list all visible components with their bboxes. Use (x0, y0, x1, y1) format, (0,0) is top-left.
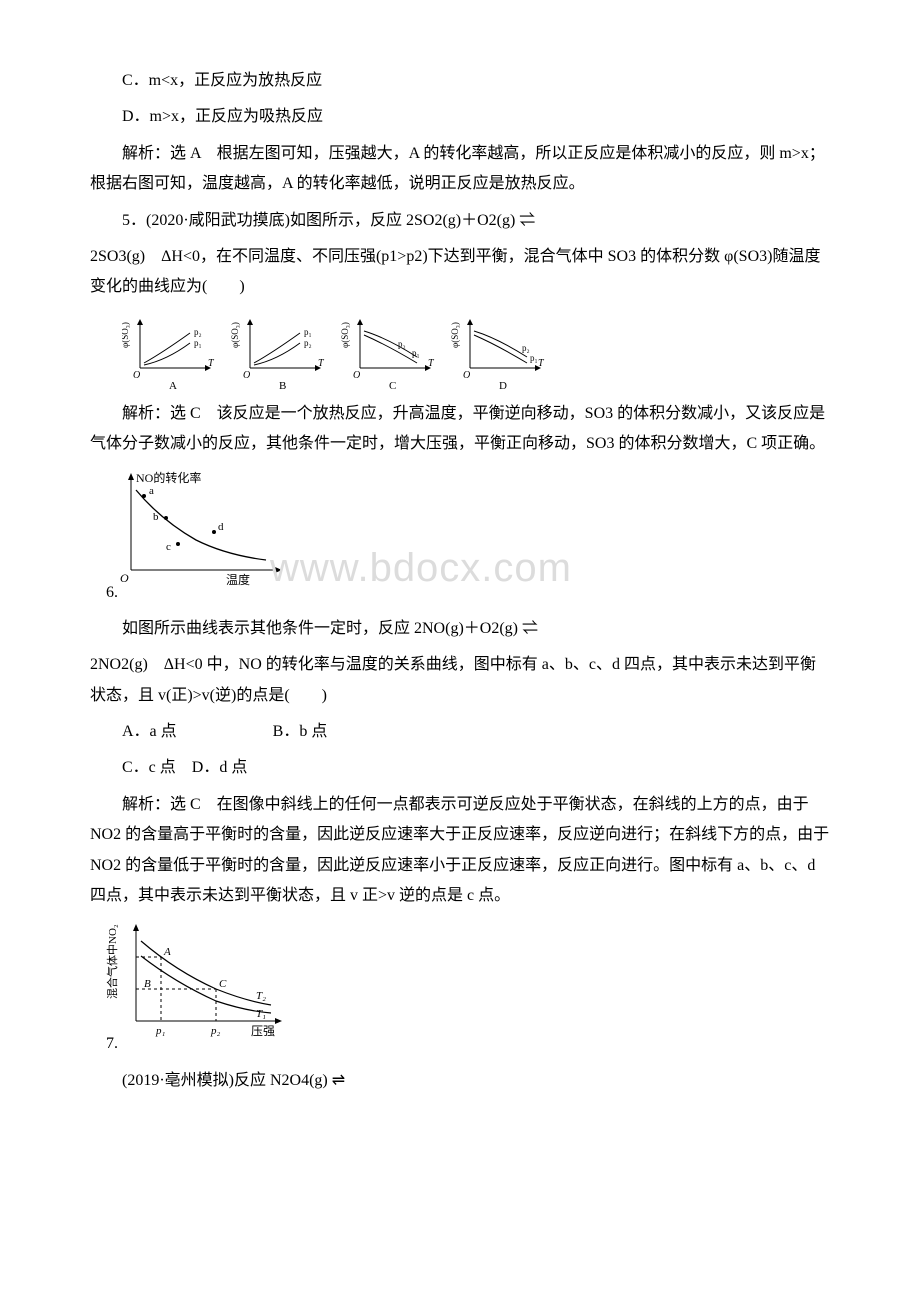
svg-text:B: B (144, 978, 151, 990)
svg-text:O: O (243, 370, 250, 381)
q6-opts-cd: C．c 点 D．d 点 (90, 753, 830, 783)
svg-text:T: T (428, 358, 435, 369)
q6-num: 6. (106, 584, 118, 601)
svg-text:c: c (166, 541, 171, 553)
svg-text:T₁: T₁ (256, 1008, 266, 1020)
svg-text:p₂: p₂ (522, 343, 530, 353)
explain-4: 解析：选 A 根据左图可知，压强越大，A 的转化率越高，所以正反应是体积减小的反… (90, 139, 830, 200)
option-d: D．m>x，正反应为吸热反应 (90, 102, 830, 132)
svg-text:T: T (538, 358, 545, 369)
svg-text:φ(SO₃): φ(SO₃) (340, 322, 350, 348)
svg-text:p₂: p₂ (398, 339, 406, 349)
fig7-xlabel: 压强 (251, 1024, 275, 1038)
svg-text:A: A (163, 946, 171, 958)
svg-text:p₁: p₁ (155, 1025, 166, 1037)
svg-text:C: C (219, 978, 227, 990)
svg-text:p₁: p₁ (530, 353, 538, 363)
svg-text:φ(SO₃): φ(SO₃) (230, 322, 240, 348)
svg-text:D: D (499, 380, 507, 392)
figure-7: 混合气体中NO₂ 压强 T₂ T₁ A B C p₁ p₂ (106, 921, 830, 1041)
fig6-ylabel: NO的转化率 (136, 470, 201, 485)
svg-text:O: O (133, 370, 140, 381)
svg-text:d: d (218, 521, 224, 533)
fig5-a-label: A (169, 380, 177, 392)
svg-text:φ(SO₃): φ(SO₃) (450, 322, 460, 348)
fig5-ylabel: φ(SO₃) (122, 322, 130, 348)
fig5-a-bot: p₁ (194, 338, 202, 348)
svg-text:p₁: p₁ (304, 327, 312, 337)
option-c: C．m<x，正反应为放热反应 (90, 66, 830, 96)
explain-6: 解析：选 C 在图像中斜线上的任何一点都表示可逆反应处于平衡状态，在斜线的上方的… (90, 790, 830, 912)
fig5-a-xlabel: T (208, 358, 215, 369)
q6-opts-ab: A．a 点 B．b 点 (90, 717, 830, 747)
svg-text:b: b (153, 511, 159, 523)
q7-intro: (2019·亳州模拟)反应 N2O4(g) ⇌ (90, 1066, 830, 1096)
svg-text:a: a (149, 485, 154, 497)
figure-5: φ(SO₃) p₂ p₁ O T A φ(SO₃) (122, 313, 830, 393)
svg-text:p₂: p₂ (210, 1025, 221, 1037)
q7-num: 7. (106, 1035, 118, 1052)
svg-text:O: O (120, 571, 129, 585)
fig5-a-top: p₂ (194, 327, 202, 337)
figure-6: NO的转化率 温度 O a b c d (106, 470, 830, 590)
explain-5: 解析：选 C 该反应是一个放热反应，升高温度，平衡逆向移动，SO3 的体积分数减… (90, 399, 830, 460)
svg-text:T₂: T₂ (256, 990, 266, 1002)
svg-text:T: T (318, 358, 325, 369)
svg-text:C: C (389, 380, 396, 392)
svg-text:p₁: p₁ (412, 348, 420, 358)
q5-body: 2SO3(g) ΔH<0，在不同温度、不同压强(p1>p2)下达到平衡，混合气体… (90, 242, 830, 303)
fig7-ylabel: 混合气体中NO₂ (106, 925, 119, 1000)
q6-intro: 如图所示曲线表示其他条件一定时，反应 2NO(g)＋O2(g) ⇌ (90, 614, 830, 644)
svg-text:O: O (353, 370, 360, 381)
q5-intro: 5．(2020·咸阳武功摸底)如图所示，反应 2SO2(g)＋O2(g) ⇌ (90, 206, 830, 236)
svg-text:B: B (279, 380, 286, 392)
svg-text:O: O (463, 370, 470, 381)
q6-body: 2NO2(g) ΔH<0 中，NO 的转化率与温度的关系曲线，图中标有 a、b、… (90, 650, 830, 711)
fig6-xlabel: 温度 (226, 572, 250, 587)
svg-text:p₂: p₂ (304, 338, 312, 348)
